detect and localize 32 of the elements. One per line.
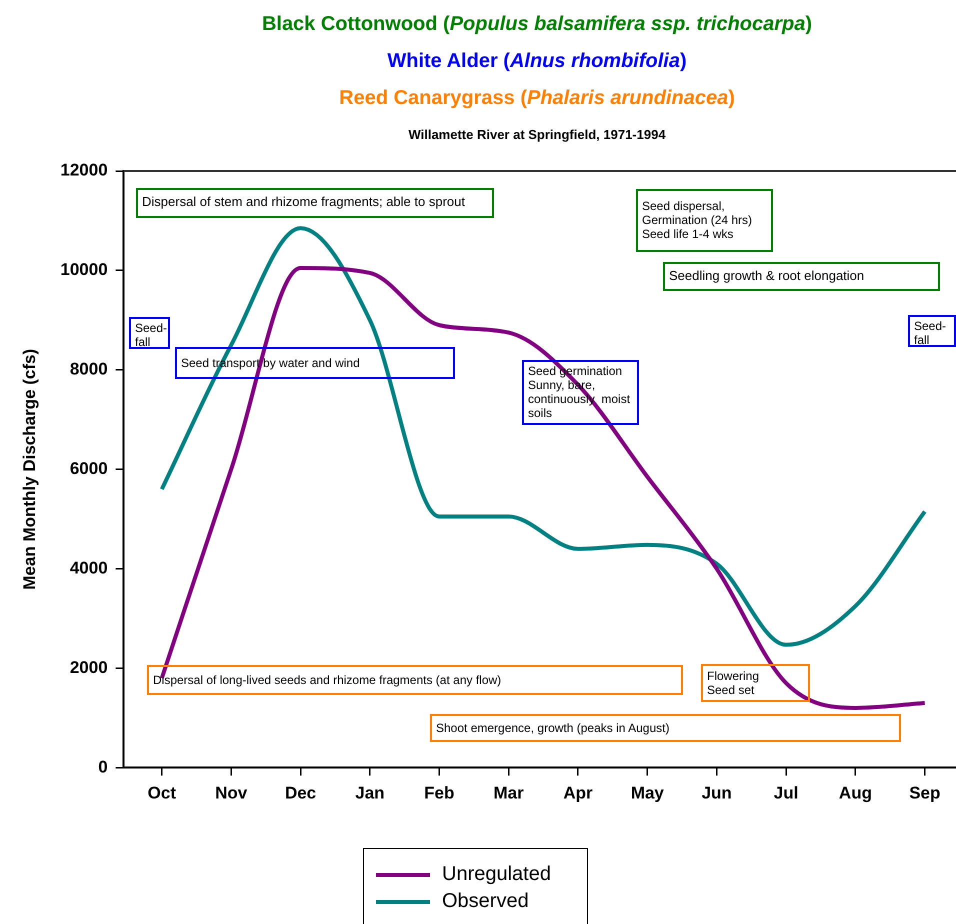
x-tick-label: Nov: [215, 783, 248, 802]
y-tick-label: 12000: [60, 160, 108, 180]
annotation: Dispersal of long-lived seeds and rhizome fragments (at any flow): [147, 665, 683, 695]
y-tick-label: 6000: [70, 458, 108, 478]
annotation: Dispersal of stem and rhizome fragments; able to sprout: [136, 188, 494, 218]
y-tick-label: 10000: [60, 260, 108, 280]
annotation: Flowering Seed set: [701, 664, 810, 702]
y-axis-title: Mean Monthly Discharge (cfs): [20, 348, 39, 590]
annotation: Seed dispersal, Germination (24 hrs) Seed life 1-4 wks: [636, 189, 773, 252]
legend-label: Observed: [442, 890, 529, 913]
y-tick-label: 8000: [70, 360, 108, 379]
chart-subtitle: Willamette River at Springfield, 1971-1994: [407, 127, 667, 142]
x-tick-label: Apr: [563, 783, 594, 802]
y-tick-label: 4000: [70, 558, 108, 578]
annotation: Seedling growth & root elongation: [663, 262, 940, 291]
chart-title: Black Cottonwood (Populus balsamifera ssp. trichocarpa) White Alder (Alnus rhombifolia) Reed Canarygrass (Phalaris arundinacea): [262, 13, 812, 109]
x-tick-label: Feb: [424, 783, 454, 802]
x-tick-label: Sep: [909, 783, 940, 802]
x-tick-label: Dec: [284, 783, 316, 802]
x-tick-label: Oct: [148, 783, 176, 802]
x-tick-label: Jan: [355, 783, 385, 802]
x-tick-label: Jul: [774, 783, 798, 802]
x-tick-label: Jun: [702, 783, 732, 802]
x-tick-label: Mar: [494, 783, 524, 802]
annotation: Seed- fall: [908, 315, 956, 347]
annotation: Shoot emergence, growth (peaks in August): [430, 714, 901, 742]
x-tick-label: May: [630, 783, 664, 802]
legend-label: Unregulated: [442, 863, 551, 886]
x-tick-label: Aug: [838, 783, 872, 802]
annotation: Seed- fall: [129, 317, 170, 349]
y-tick-label: 0: [98, 757, 108, 776]
y-tick-label: 2000: [70, 658, 108, 677]
